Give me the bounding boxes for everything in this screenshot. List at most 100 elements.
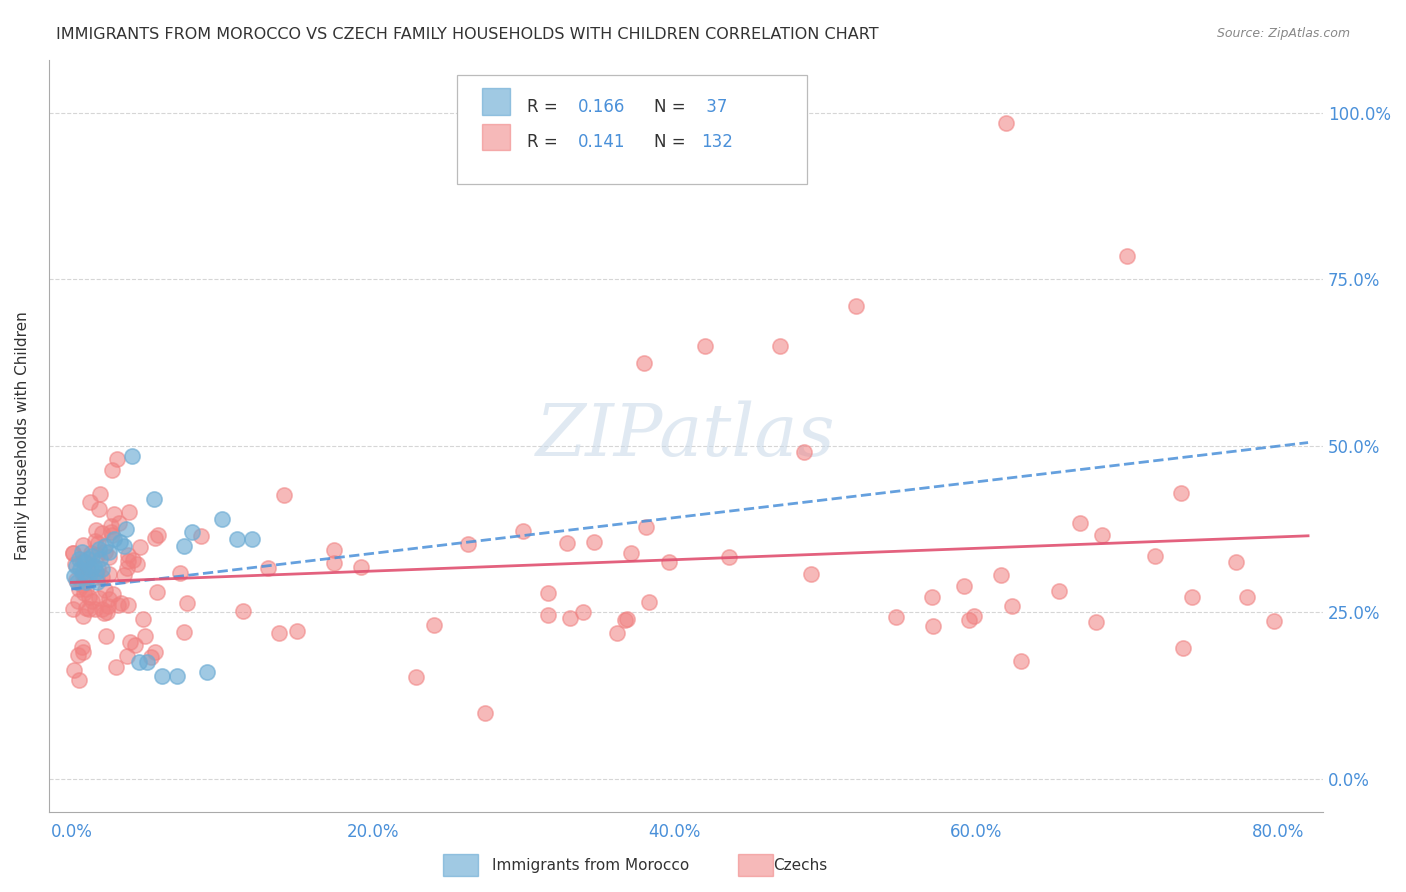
Czechs <box>143 531 166 545</box>
Immigrants from Morocco <box>72 566 94 580</box>
Czechs <box>98 592 121 607</box>
Czechs <box>1236 590 1258 604</box>
Text: IMMIGRANTS FROM MOROCCO VS CZECH FAMILY HOUSEHOLDS WITH CHILDREN CORRELATION CHA: IMMIGRANTS FROM MOROCCO VS CZECH FAMILY … <box>56 27 879 42</box>
Czechs <box>110 596 132 610</box>
Czechs <box>80 546 103 560</box>
Text: ZIPatlas: ZIPatlas <box>536 401 835 471</box>
Czechs <box>79 591 101 605</box>
Czechs <box>173 624 195 639</box>
Czechs <box>121 553 143 567</box>
Text: Immigrants from Morocco: Immigrants from Morocco <box>492 858 689 872</box>
Bar <box>482 124 510 150</box>
Czechs <box>537 586 560 600</box>
Czechs <box>555 535 578 549</box>
Immigrants from Morocco <box>89 552 111 566</box>
Immigrants from Morocco <box>181 525 204 540</box>
Czechs <box>79 601 101 615</box>
Czechs <box>104 660 127 674</box>
Czechs <box>101 463 124 477</box>
Czechs <box>990 567 1012 582</box>
Czechs <box>322 542 344 557</box>
Czechs <box>103 507 125 521</box>
Immigrants from Morocco <box>66 575 89 590</box>
Immigrants from Morocco <box>211 512 233 526</box>
Czechs <box>83 533 105 548</box>
Immigrants from Morocco <box>128 656 150 670</box>
Czechs <box>582 535 605 549</box>
Immigrants from Morocco <box>83 558 105 573</box>
Czechs <box>139 649 162 664</box>
Czechs <box>558 610 581 624</box>
Czechs <box>146 528 169 542</box>
Czechs <box>79 494 101 508</box>
Czechs <box>67 673 90 688</box>
Czechs <box>98 550 121 565</box>
Czechs <box>793 444 815 458</box>
Immigrants from Morocco <box>75 575 97 590</box>
Immigrants from Morocco <box>112 539 135 553</box>
Czechs <box>169 566 191 580</box>
Czechs <box>1225 556 1247 570</box>
Text: Source: ZipAtlas.com: Source: ZipAtlas.com <box>1216 27 1350 40</box>
Czechs <box>107 599 129 613</box>
Czechs <box>66 594 89 608</box>
Czechs <box>422 618 444 632</box>
Text: 132: 132 <box>702 134 733 152</box>
Czechs <box>89 487 111 501</box>
Immigrants from Morocco <box>93 539 115 553</box>
Czechs <box>405 670 427 684</box>
Czechs <box>87 502 110 516</box>
Czechs <box>953 579 976 593</box>
Czechs <box>143 645 166 659</box>
Czechs <box>86 570 108 584</box>
Immigrants from Morocco <box>240 532 263 546</box>
Czechs <box>97 599 120 614</box>
Czechs <box>62 546 84 560</box>
Czechs <box>97 566 120 581</box>
Czechs <box>124 639 146 653</box>
Bar <box>443 854 478 876</box>
Immigrants from Morocco <box>82 549 104 563</box>
Czechs <box>606 626 628 640</box>
Czechs <box>886 610 908 624</box>
Text: N =: N = <box>654 134 690 152</box>
Czechs <box>1084 615 1107 629</box>
Text: 0.166: 0.166 <box>578 98 626 116</box>
Text: 37: 37 <box>702 98 728 116</box>
Czechs <box>75 600 97 615</box>
Czechs <box>63 663 86 677</box>
Czechs <box>118 505 141 519</box>
Czechs <box>1069 516 1091 530</box>
Czechs <box>571 606 593 620</box>
Czechs <box>176 596 198 610</box>
Czechs <box>474 706 496 720</box>
Czechs <box>117 554 139 568</box>
Czechs <box>70 640 93 655</box>
Czechs <box>118 635 141 649</box>
Immigrants from Morocco <box>108 535 131 549</box>
Czechs <box>117 548 139 562</box>
Czechs <box>84 523 107 537</box>
FancyBboxPatch shape <box>475 97 787 177</box>
Immigrants from Morocco <box>70 545 93 559</box>
Y-axis label: Family Households with Children: Family Households with Children <box>15 311 30 560</box>
Czechs <box>134 629 156 643</box>
Czechs <box>1001 599 1024 613</box>
Czechs <box>800 567 823 582</box>
Czechs <box>101 586 124 600</box>
Czechs <box>86 561 108 575</box>
Czechs <box>1143 549 1166 563</box>
Czechs <box>75 582 97 596</box>
Czechs <box>536 608 558 623</box>
Immigrants from Morocco <box>150 668 173 682</box>
Immigrants from Morocco <box>80 562 103 576</box>
Text: R =: R = <box>527 134 562 152</box>
Czechs <box>75 570 97 584</box>
Czechs <box>72 609 94 624</box>
Immigrants from Morocco <box>73 556 96 570</box>
Czechs <box>108 516 131 530</box>
Immigrants from Morocco <box>65 558 87 573</box>
Czechs <box>231 604 253 618</box>
Czechs <box>82 593 104 607</box>
Czechs <box>73 586 96 600</box>
